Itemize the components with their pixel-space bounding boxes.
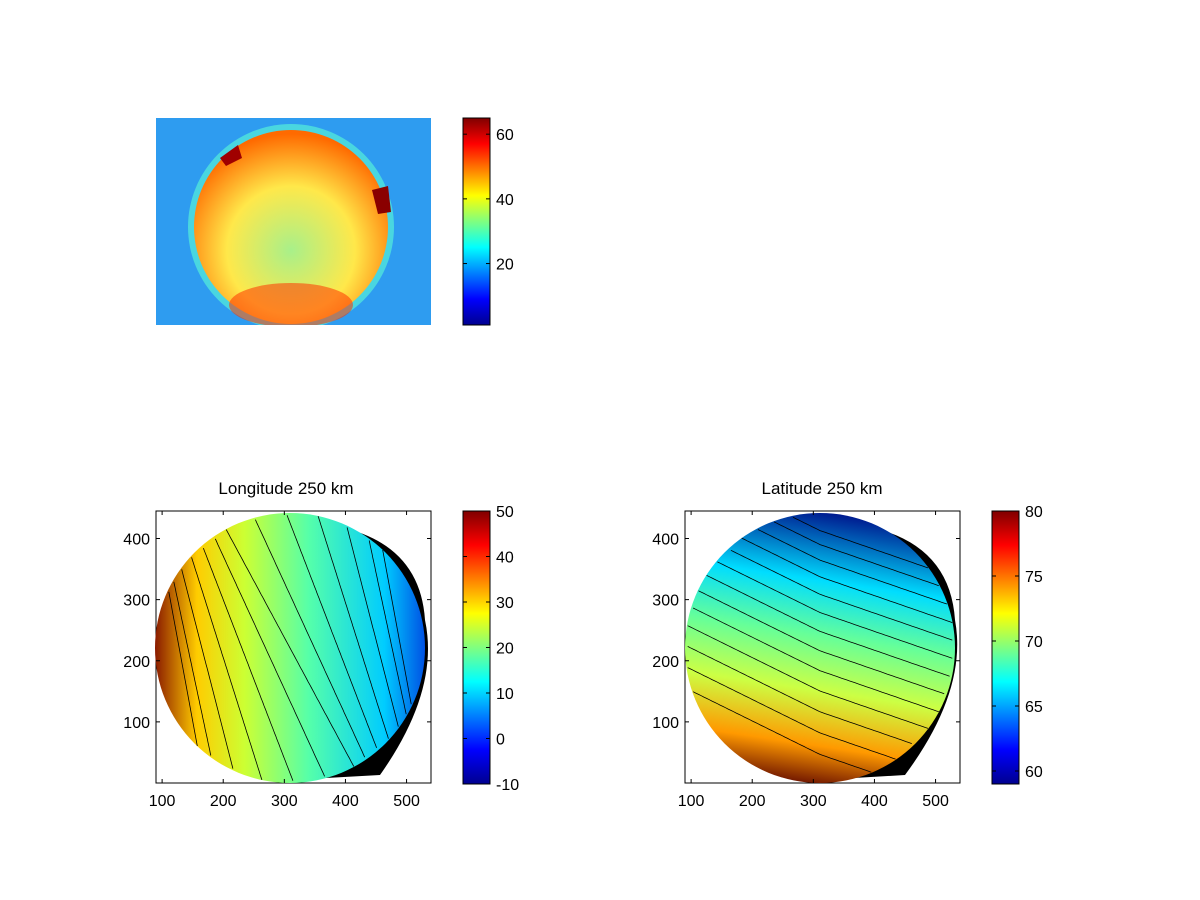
latitude-contour-line	[692, 607, 939, 713]
longitude-contours	[168, 515, 412, 781]
latitude-contour-line	[757, 529, 948, 605]
longitude-contour-line	[225, 529, 355, 767]
image-bright-spot-nw	[220, 145, 242, 166]
colorbar-top-fill	[462, 117, 491, 326]
longitude-ytick-label: 200	[123, 654, 150, 671]
latitude-panel: 100 200 300 400 500 100 200 300 400	[652, 510, 961, 810]
longitude-contour-line	[203, 547, 294, 781]
colorbar-top: 20 40 60	[462, 117, 514, 326]
colorbar-latitude: 60 65 70 75 80	[991, 504, 1043, 785]
colorbar-top-tick-label: 60	[496, 127, 514, 144]
colorbar-latitude-tick-label: 80	[1025, 504, 1043, 521]
image-disk	[194, 130, 388, 324]
latitude-contour-line	[692, 691, 872, 773]
colorbar-latitude-tick-label: 65	[1025, 699, 1043, 716]
longitude-title: Longitude 250 km	[218, 479, 353, 498]
longitude-ytick-label: 100	[123, 715, 150, 732]
latitude-contours	[687, 516, 953, 773]
image-panel	[156, 118, 431, 325]
colorbar-longitude: -10 0 10 20 30 40 50	[462, 504, 519, 794]
latitude-contour-line	[717, 561, 953, 659]
longitude-contour-line	[168, 591, 198, 747]
colorbar-longitude-fill	[462, 510, 491, 785]
latitude-contour-line	[730, 549, 953, 641]
longitude-xtick-label: 400	[332, 793, 359, 810]
longitude-xtick-label: 200	[210, 793, 237, 810]
latitude-xtick-label: 100	[678, 793, 705, 810]
latitude-xtick-label: 400	[861, 793, 888, 810]
latitude-contour-line	[741, 537, 953, 623]
longitude-contour-line	[181, 569, 234, 769]
latitude-contour-line	[773, 521, 939, 587]
colorbar-longitude-tick-label: -10	[496, 777, 519, 794]
latitude-title: Latitude 250 km	[762, 479, 883, 498]
image-disk-bottom-hotspot	[229, 283, 353, 325]
colorbar-longitude-tick-label: 30	[496, 595, 514, 612]
longitude-contour-line	[173, 581, 212, 756]
colorbar-longitude-tick-label: 0	[496, 732, 505, 749]
longitude-ytick-label: 400	[123, 532, 150, 549]
latitude-xtick-label: 300	[800, 793, 827, 810]
latitude-xtick-label: 200	[739, 793, 766, 810]
longitude-contour-line	[317, 515, 389, 739]
latitude-ytick-label: 400	[652, 532, 679, 549]
colorbar-latitude-fill	[991, 510, 1020, 785]
longitude-contour-line	[255, 519, 366, 758]
colorbar-latitude-tick-label: 75	[1025, 569, 1043, 586]
colorbar-longitude-tick-label: 40	[496, 550, 514, 567]
longitude-xtick-label: 300	[271, 793, 298, 810]
longitude-contour-line	[286, 515, 377, 749]
latitude-xtick-label: 500	[922, 793, 949, 810]
latitude-contour-line	[687, 646, 912, 744]
colorbar-longitude-tick-label: 50	[496, 504, 514, 521]
colorbar-latitude-tick-label: 70	[1025, 634, 1043, 651]
longitude-contour-line	[368, 540, 407, 715]
longitude-contour-line	[191, 557, 263, 781]
longitude-contour-line	[346, 527, 399, 727]
longitude-contour-line	[382, 549, 412, 705]
latitude-contour-line	[687, 667, 896, 760]
colorbar-longitude-tick-label: 20	[496, 641, 514, 658]
longitude-xtick-label: 100	[149, 793, 176, 810]
longitude-ytick-label: 300	[123, 593, 150, 610]
latitude-contour-line	[706, 575, 950, 677]
latitude-ytick-label: 300	[652, 593, 679, 610]
latitude-ytick-label: 100	[652, 715, 679, 732]
colorbar-top-tick-label: 40	[496, 192, 514, 209]
longitude-panel: 100 200 300 400 500 100 200 300 400	[123, 510, 432, 810]
colorbar-latitude-tick-label: 60	[1025, 764, 1043, 781]
colorbar-top-tick-label: 20	[496, 257, 514, 274]
longitude-xtick-label: 500	[393, 793, 420, 810]
image-bright-spot-ne	[372, 186, 391, 214]
latitude-contour-line	[698, 590, 945, 695]
latitude-ytick-label: 200	[652, 654, 679, 671]
latitude-contour-line	[792, 516, 929, 569]
latitude-disk	[685, 513, 955, 783]
longitude-contour-line	[214, 538, 325, 777]
colorbar-longitude-tick-label: 10	[496, 686, 514, 703]
latitude-contour-line	[687, 625, 929, 729]
